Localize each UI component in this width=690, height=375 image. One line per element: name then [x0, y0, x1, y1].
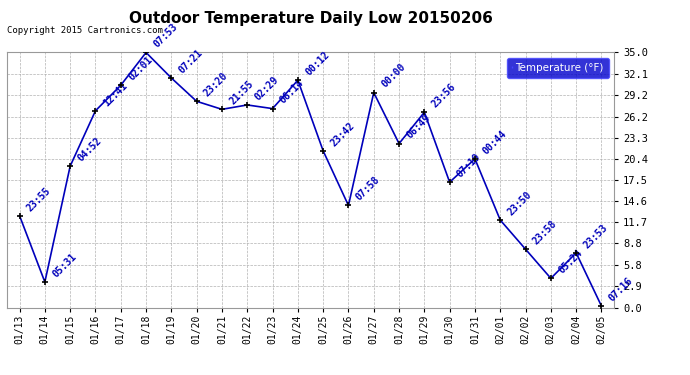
Text: 07:53: 07:53	[152, 22, 179, 50]
Text: 04:52: 04:52	[76, 135, 104, 164]
Text: 06:49: 06:49	[404, 113, 433, 141]
Text: 00:00: 00:00	[380, 62, 407, 90]
Text: 02:01: 02:01	[126, 55, 154, 82]
Text: 23:58: 23:58	[531, 219, 559, 246]
Text: 07:21: 07:21	[177, 47, 205, 75]
Text: 12:41: 12:41	[101, 80, 129, 108]
Text: 07:19: 07:19	[455, 152, 483, 179]
Text: 02:29: 02:29	[253, 74, 281, 102]
Text: 07:16: 07:16	[607, 275, 635, 303]
Text: 06:14: 06:14	[278, 78, 306, 106]
Text: 00:44: 00:44	[480, 128, 509, 156]
Legend: Temperature (°F): Temperature (°F)	[507, 58, 609, 78]
Text: 21:55: 21:55	[228, 79, 255, 106]
Text: Outdoor Temperature Daily Low 20150206: Outdoor Temperature Daily Low 20150206	[128, 11, 493, 26]
Text: 05:31: 05:31	[50, 251, 78, 279]
Text: Copyright 2015 Cartronics.com: Copyright 2015 Cartronics.com	[7, 26, 163, 35]
Text: 05:24: 05:24	[556, 248, 584, 276]
Text: 23:53: 23:53	[582, 222, 609, 250]
Text: 23:56: 23:56	[430, 82, 457, 110]
Text: 23:20: 23:20	[202, 71, 230, 99]
Text: 23:42: 23:42	[328, 120, 357, 148]
Text: 00:12: 00:12	[304, 50, 331, 77]
Text: 23:55: 23:55	[25, 185, 53, 213]
Text: 07:58: 07:58	[354, 175, 382, 203]
Text: 23:50: 23:50	[506, 189, 533, 217]
